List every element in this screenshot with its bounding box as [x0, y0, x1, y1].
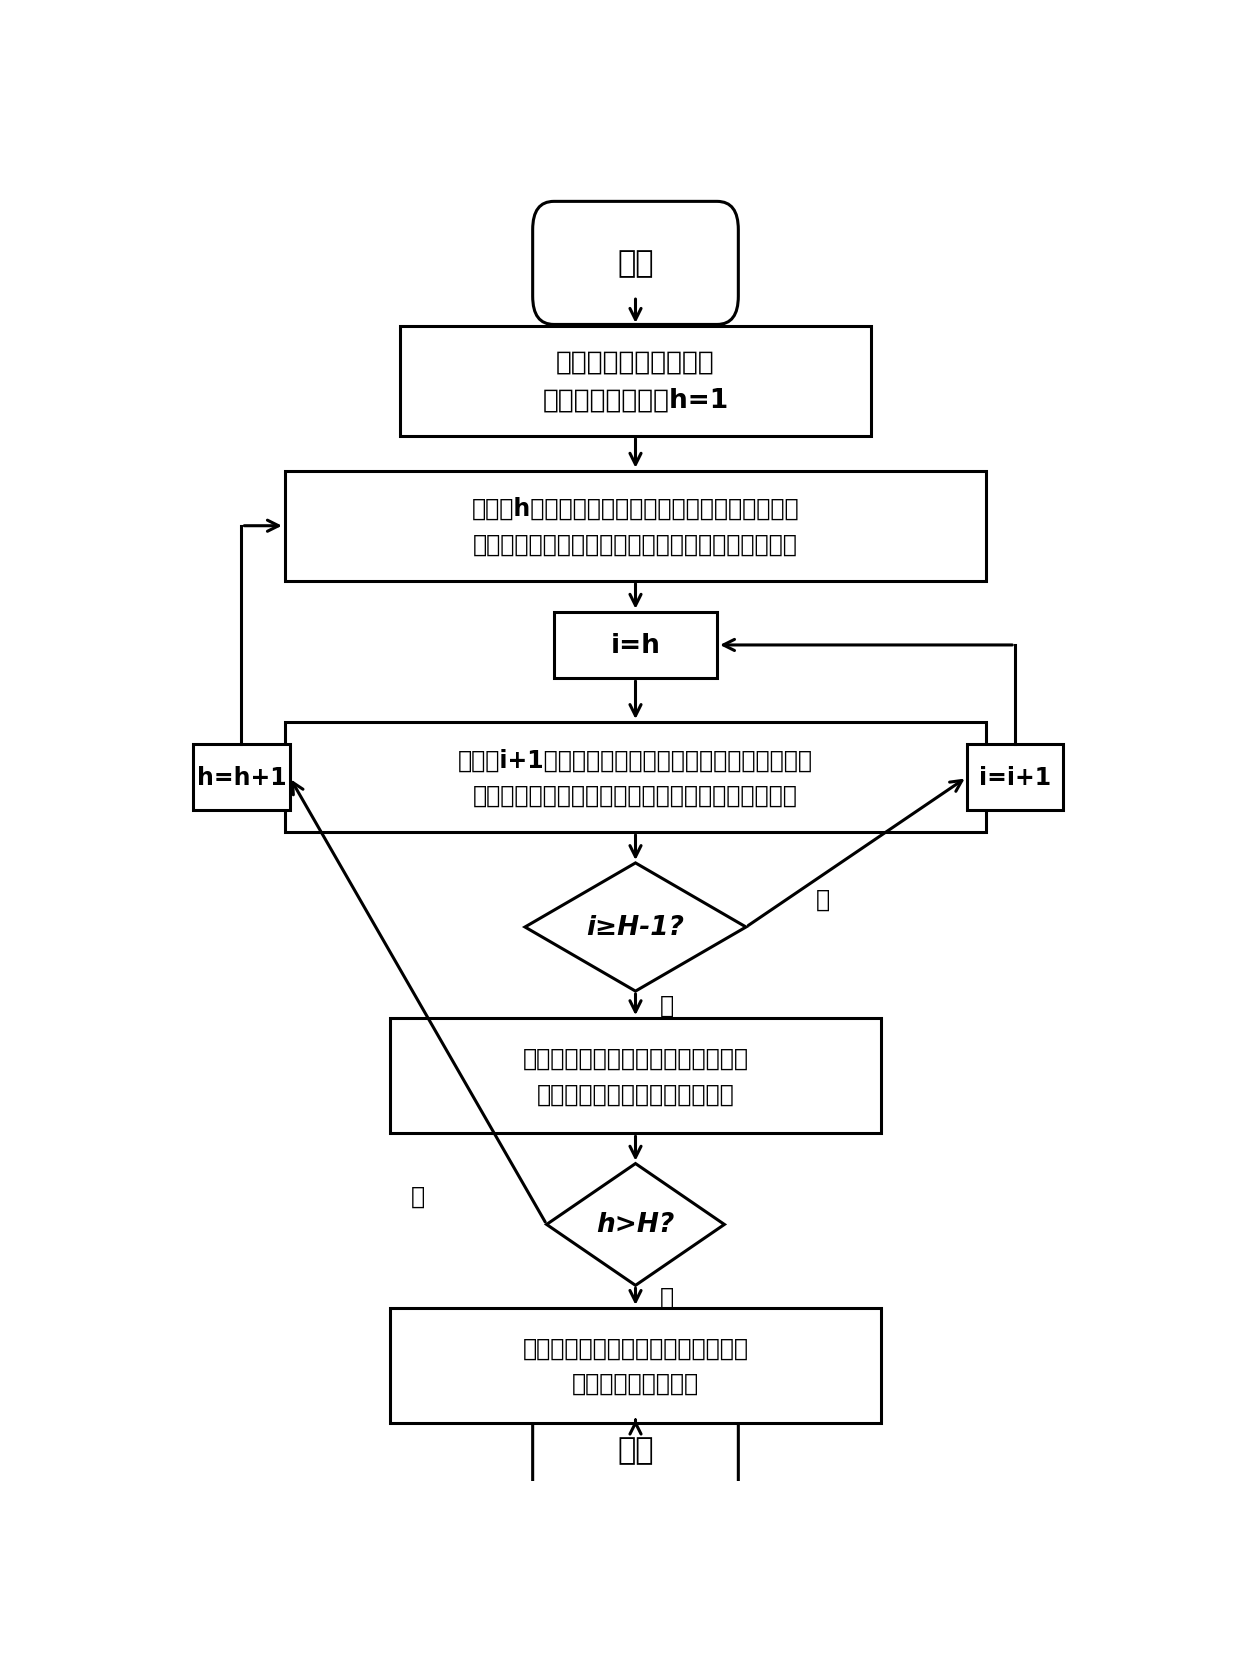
Text: i≥H-1?: i≥H-1?: [587, 915, 684, 940]
FancyBboxPatch shape: [533, 1389, 738, 1511]
Text: 输出储能电站整个调度时段各调度周
期有功出力调度指令: 输出储能电站整个调度时段各调度周 期有功出力调度指令: [522, 1336, 749, 1396]
Text: 是: 是: [660, 1285, 673, 1310]
Text: 否: 否: [410, 1185, 425, 1208]
Polygon shape: [525, 864, 746, 992]
Text: 开始: 开始: [618, 250, 653, 278]
Polygon shape: [547, 1163, 724, 1286]
FancyBboxPatch shape: [533, 203, 738, 324]
Text: 结束: 结束: [618, 1436, 653, 1464]
Text: i=h: i=h: [610, 632, 661, 659]
Bar: [401, 326, 870, 436]
Text: h>H?: h>H?: [596, 1211, 675, 1238]
Text: h=h+1: h=h+1: [197, 765, 286, 789]
Text: 否: 否: [816, 887, 831, 912]
Text: 实时读取储能电站各参
数，变量初始化，h=1: 实时读取储能电站各参 数，变量初始化，h=1: [542, 349, 729, 414]
Bar: [391, 1018, 880, 1133]
Bar: [193, 744, 290, 810]
Bar: [967, 744, 1063, 810]
Bar: [391, 1308, 880, 1423]
Text: 计算当前调度周期优化调度模型，并
保存储能电站有功出力调度指令: 计算当前调度周期优化调度模型，并 保存储能电站有功出力调度指令: [522, 1047, 749, 1107]
Text: i=i+1: i=i+1: [980, 765, 1052, 789]
Bar: [285, 722, 986, 832]
Text: 基于第i+1个调度周期的分布式光伏输出功率和负荷需
求日前预测数据，进行储能电站准实时有功出力调度: 基于第i+1个调度周期的分布式光伏输出功率和负荷需 求日前预测数据，进行储能电站…: [458, 747, 813, 807]
Bar: [285, 471, 986, 581]
Text: 是: 是: [660, 993, 673, 1017]
Text: 基于第h个调度周期的分布式光伏输出功率和负荷需
求超短期预测数据，进行储能电站实时有功出力调度: 基于第h个调度周期的分布式光伏输出功率和负荷需 求超短期预测数据，进行储能电站实…: [471, 498, 800, 556]
Bar: [554, 612, 717, 679]
